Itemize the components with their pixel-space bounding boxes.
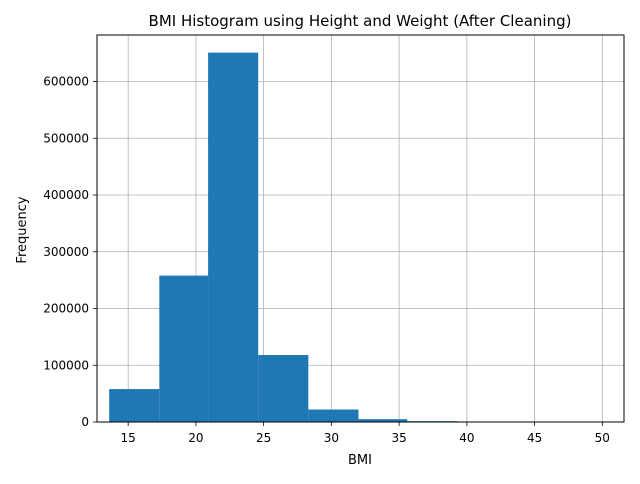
x-tick-label: 40 <box>459 431 474 445</box>
y-axis: 0 100000 200000 300000 400000 500000 600000 <box>43 75 97 429</box>
y-tick-label: 200000 <box>43 302 89 316</box>
x-tick-label: 15 <box>121 431 136 445</box>
y-tick-label: 600000 <box>43 75 89 89</box>
x-tick-label: 25 <box>256 431 271 445</box>
y-tick-label: 100000 <box>43 358 89 372</box>
y-axis-label: Frequency <box>15 196 30 263</box>
bars-layer <box>109 53 606 422</box>
y-tick-label: 0 <box>81 415 89 429</box>
x-axis-label: BMI <box>348 453 372 468</box>
histogram-bar <box>208 53 258 422</box>
chart-title: BMI Histogram using Height and Weight (A… <box>149 12 572 30</box>
y-tick-label: 300000 <box>43 245 89 259</box>
x-tick-label: 20 <box>188 431 203 445</box>
x-tick-label: 45 <box>527 431 542 445</box>
histogram-bar <box>109 389 159 422</box>
histogram-bar <box>308 410 358 422</box>
x-tick-label: 50 <box>595 431 610 445</box>
x-axis: 15 20 25 30 35 40 45 50 <box>121 422 610 445</box>
y-tick-label: 500000 <box>43 131 89 145</box>
histogram-bar <box>159 276 208 422</box>
x-tick-label: 35 <box>391 431 406 445</box>
x-tick-label: 30 <box>324 431 339 445</box>
y-tick-label: 400000 <box>43 188 89 202</box>
histogram-bar <box>258 355 308 422</box>
